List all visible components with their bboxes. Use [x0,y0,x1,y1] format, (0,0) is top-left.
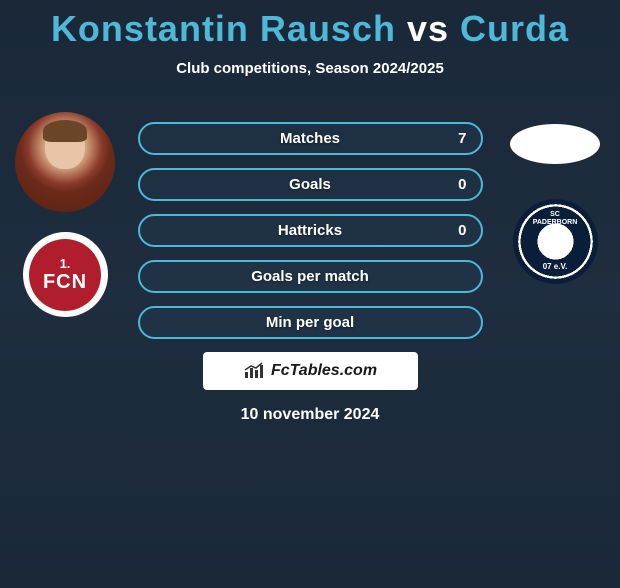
date-text: 10 november 2024 [0,406,620,424]
player1-photo [15,112,115,212]
player1-name: Konstantin Rausch [51,8,396,49]
club-logo-paderborn: SC PADERBORN 07 e.V. [513,199,598,284]
paderborn-text-bottom: 07 e.V. [543,263,568,272]
fcn-top-text: 1. [60,257,71,270]
watermark-text: FcTables.com [271,362,377,380]
watermark-badge: FcTables.com [203,352,418,390]
stat-label: Goals per match [140,268,481,285]
content-area: 1. FCN SC PADERBORN 07 e.V. Matches 7 Go… [0,112,620,424]
fcn-bottom-text: FCN [43,272,87,292]
player2-name: Curda [460,8,569,49]
stat-row: Goals per match [138,260,483,293]
club-logo-fcn: 1. FCN [23,232,108,317]
comparison-title: Konstantin Rausch vs Curda [0,8,620,50]
chart-icon [243,362,265,380]
paderborn-text-top: SC PADERBORN [533,211,578,226]
left-column: 1. FCN [10,112,120,317]
stat-row: Matches 7 [138,122,483,155]
vs-text: vs [407,8,449,49]
stat-label: Matches [140,130,481,147]
stat-label: Hattricks [140,222,481,239]
right-column: SC PADERBORN 07 e.V. [500,112,610,284]
player2-placeholder [510,124,600,164]
stat-label: Min per goal [140,314,481,331]
stat-label: Goals [140,176,481,193]
fcn-badge: 1. FCN [29,239,101,311]
stat-row: Goals 0 [138,168,483,201]
stat-row: Min per goal [138,306,483,339]
paderborn-ball-icon [544,231,566,253]
stats-list: Matches 7 Goals 0 Hattricks 0 Goals per … [138,112,483,339]
stat-row: Hattricks 0 [138,214,483,247]
subtitle: Club competitions, Season 2024/2025 [0,60,620,77]
